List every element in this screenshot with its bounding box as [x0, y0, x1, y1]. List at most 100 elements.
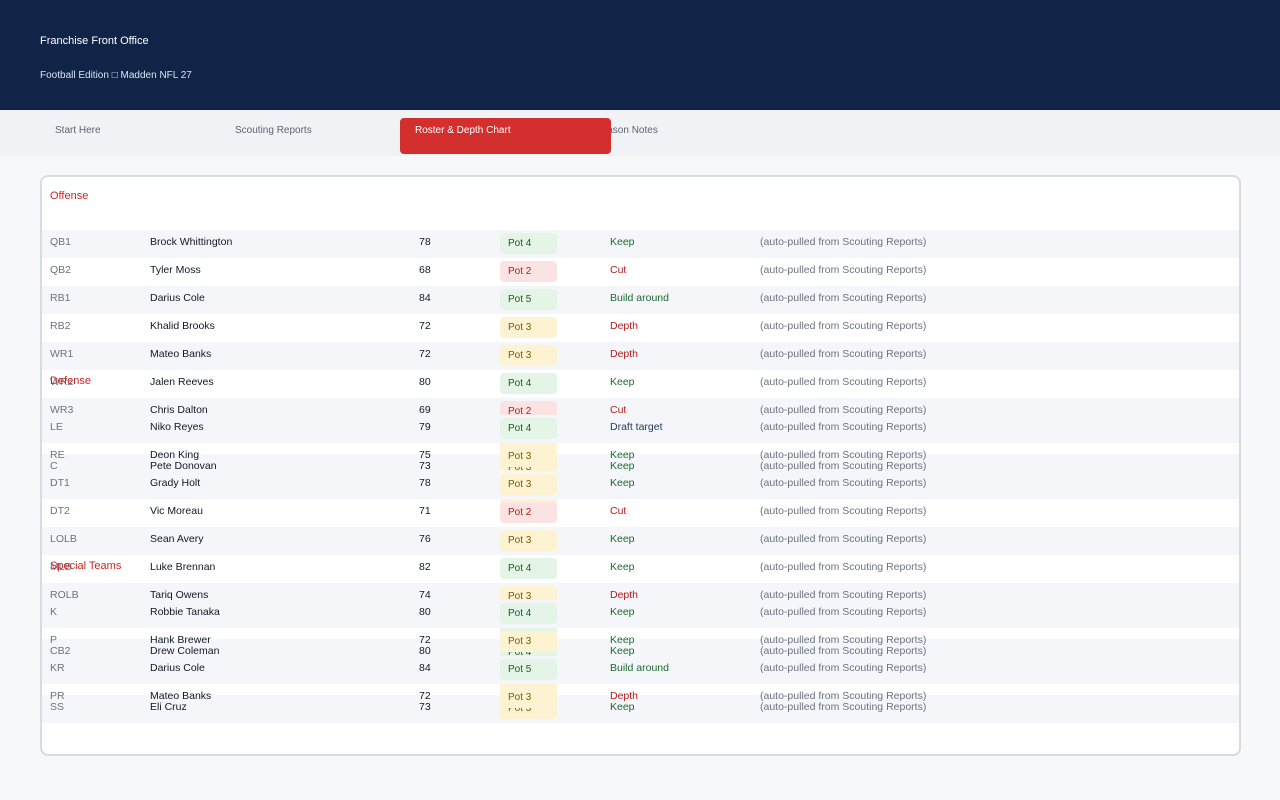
action-cell: Keep — [610, 376, 635, 388]
action-cell: Build around — [610, 292, 669, 304]
action-cell: Depth — [610, 690, 639, 702]
player-name-cell: Robbie Tanaka — [150, 606, 220, 618]
overall-rating-cell: 73 — [419, 701, 431, 713]
action-cell: Depth — [610, 320, 639, 332]
player-name-cell: Tariq Owens — [150, 589, 209, 601]
player-name-cell: Deon King — [150, 449, 200, 461]
potential-badge: Pot 3 — [500, 345, 557, 366]
table-row[interactable]: QB2 Tyler Moss 68 Pot 2 Cut (auto-pulled from… — [42, 258, 1239, 286]
player-name-cell: Tyler Moss — [150, 264, 201, 276]
action-cell: Keep — [610, 634, 635, 646]
tab-roster-depth-chart[interactable] — [400, 118, 611, 154]
tab-scouting-reports[interactable]: Scouting Reports — [235, 125, 312, 136]
table-row[interactable]: P Hank Brewer 72 Pot 3 Keep (auto-pulled from… — [42, 628, 1239, 656]
table-row[interactable]: K Robbie Tanaka 80 Pot 4 Keep (auto-pulled fr… — [42, 600, 1239, 628]
note-cell: (auto-pulled from Scouting Reports) — [760, 292, 927, 304]
table-row[interactable]: RB2 Khalid Brooks 72 Pot 3 Depth (auto-pulled… — [42, 314, 1239, 342]
note-cell: (auto-pulled from Scouting Reports) — [760, 606, 927, 618]
position-cell: QB1 — [50, 236, 72, 248]
note-cell: (auto-pulled from Scouting Reports) — [760, 477, 927, 489]
overall-rating-cell: 72 — [419, 634, 431, 646]
action-cell: Depth — [610, 589, 639, 601]
overall-rating-cell: 71 — [419, 505, 431, 517]
note-cell: (auto-pulled from Scouting Reports) — [760, 634, 927, 646]
overall-rating-cell: 78 — [419, 477, 431, 489]
overall-rating-cell: 72 — [419, 690, 431, 702]
player-name-cell: Pete Donovan — [150, 460, 217, 472]
action-cell: Keep — [610, 449, 635, 461]
note-cell: (auto-pulled from Scouting Reports) — [760, 589, 927, 601]
table-row[interactable]: MLB Luke Brennan 82 Pot 4 Keep (auto-pulled f… — [42, 555, 1239, 583]
table-row[interactable]: DT2 Vic Moreau 71 Pot 2 Cut (auto-pulled from… — [42, 499, 1239, 527]
position-cell: DT1 — [50, 477, 70, 489]
potential-badge: Pot 4 — [500, 233, 557, 254]
note-cell: (auto-pulled from Scouting Reports) — [760, 460, 927, 472]
potential-badge: Pot 4 — [500, 603, 557, 624]
overall-rating-cell: 82 — [419, 561, 431, 573]
position-cell: LE — [50, 421, 63, 433]
note-cell: (auto-pulled from Scouting Reports) — [760, 421, 927, 433]
table-row[interactable]: DT1 Grady Holt 78 Pot 3 Keep (auto-pulled fro… — [42, 471, 1239, 499]
overall-rating-cell: 74 — [419, 589, 431, 601]
potential-badge: Pot 5 — [500, 289, 557, 310]
player-name-cell: Sean Avery — [150, 533, 204, 545]
note-cell: (auto-pulled from Scouting Reports) — [760, 404, 927, 416]
table-row[interactable]: RE Deon King 75 Pot 3 Keep (auto-pulled from … — [42, 443, 1239, 471]
tab-roster-depth-chart-label[interactable]: Roster & Depth Chart — [415, 125, 511, 136]
action-cell: Keep — [610, 477, 635, 489]
overall-rating-cell: 84 — [419, 662, 431, 674]
app-header — [0, 0, 1280, 110]
table-row[interactable]: WR1 Mateo Banks 72 Pot 3 Depth (auto-pulled f… — [42, 342, 1239, 370]
tab-season-notes[interactable]: Season Notes — [595, 125, 658, 136]
action-cell: Keep — [610, 533, 635, 545]
position-cell: LOLB — [50, 533, 77, 545]
player-name-cell: Vic Moreau — [150, 505, 203, 517]
position-cell: WR2 — [50, 376, 74, 388]
player-name-cell: Mateo Banks — [150, 690, 212, 702]
table-row[interactable]: RB1 Darius Cole 84 Pot 5 Build around (auto-p… — [42, 286, 1239, 314]
section-title: Special Teams — [50, 560, 122, 572]
action-cell: Keep — [610, 561, 635, 573]
note-cell: (auto-pulled from Scouting Reports) — [760, 561, 927, 573]
table-row[interactable]: PR Mateo Banks 72 Pot 3 Depth (auto-pulled fr… — [42, 684, 1239, 712]
potential-badge: Pot 3 — [500, 530, 557, 551]
position-cell: ROLB — [50, 589, 79, 601]
note-cell: (auto-pulled from Scouting Reports) — [760, 662, 927, 674]
action-cell: Cut — [610, 264, 627, 276]
table-row[interactable]: LOLB Sean Avery 76 Pot 3 Keep (auto-pulled fr… — [42, 527, 1239, 555]
player-name-cell: Mateo Banks — [150, 348, 212, 360]
action-cell: Build around — [610, 662, 669, 674]
note-cell: (auto-pulled from Scouting Reports) — [760, 645, 927, 657]
overall-rating-cell: 72 — [419, 348, 431, 360]
note-cell: (auto-pulled from Scouting Reports) — [760, 236, 927, 248]
table-row[interactable]: WR2 Jalen Reeves 80 Pot 4 Keep (auto-pulled f… — [42, 370, 1239, 398]
overall-rating-cell: 75 — [419, 449, 431, 461]
action-cell: Keep — [610, 606, 635, 618]
app-subtitle: Football Edition □ Madden NFL 27 — [40, 70, 192, 81]
potential-badge: Pot 3 — [500, 631, 557, 652]
potential-badge: Pot 3 — [500, 446, 557, 467]
overall-rating-cell: 80 — [419, 376, 431, 388]
note-cell: (auto-pulled from Scouting Reports) — [760, 348, 927, 360]
table-row[interactable]: KR Darius Cole 84 Pot 5 Build around (auto-pu… — [42, 656, 1239, 684]
note-cell: (auto-pulled from Scouting Reports) — [760, 376, 927, 388]
action-cell: Keep — [610, 701, 635, 713]
potential-badge: Pot 3 — [500, 317, 557, 338]
potential-badge: Pot 4 — [500, 418, 557, 439]
table-row[interactable]: SS Eli Cruz 73 Pot 3 Keep (auto-pulled from S… — [42, 695, 1239, 723]
player-name-cell: Darius Cole — [150, 292, 205, 304]
player-name-cell: Darius Cole — [150, 662, 205, 674]
position-cell: KR — [50, 662, 65, 674]
table-row[interactable]: QB1 Brock Whittington 78 Pot 4 Keep (auto-pul… — [42, 230, 1239, 258]
player-name-cell: Niko Reyes — [150, 421, 204, 433]
note-cell: (auto-pulled from Scouting Reports) — [760, 701, 927, 713]
tab-start-here[interactable]: Start Here — [55, 125, 101, 136]
position-cell: CB2 — [50, 645, 71, 657]
player-name-cell: Hank Brewer — [150, 634, 211, 646]
player-name-cell: Khalid Brooks — [150, 320, 215, 332]
table-row[interactable]: LE Niko Reyes 79 Pot 4 Draft target (auto-pul… — [42, 415, 1239, 443]
player-name-cell: Drew Coleman — [150, 645, 220, 657]
note-cell: (auto-pulled from Scouting Reports) — [760, 264, 927, 276]
overall-rating-cell: 84 — [419, 292, 431, 304]
position-cell: QB2 — [50, 264, 72, 276]
